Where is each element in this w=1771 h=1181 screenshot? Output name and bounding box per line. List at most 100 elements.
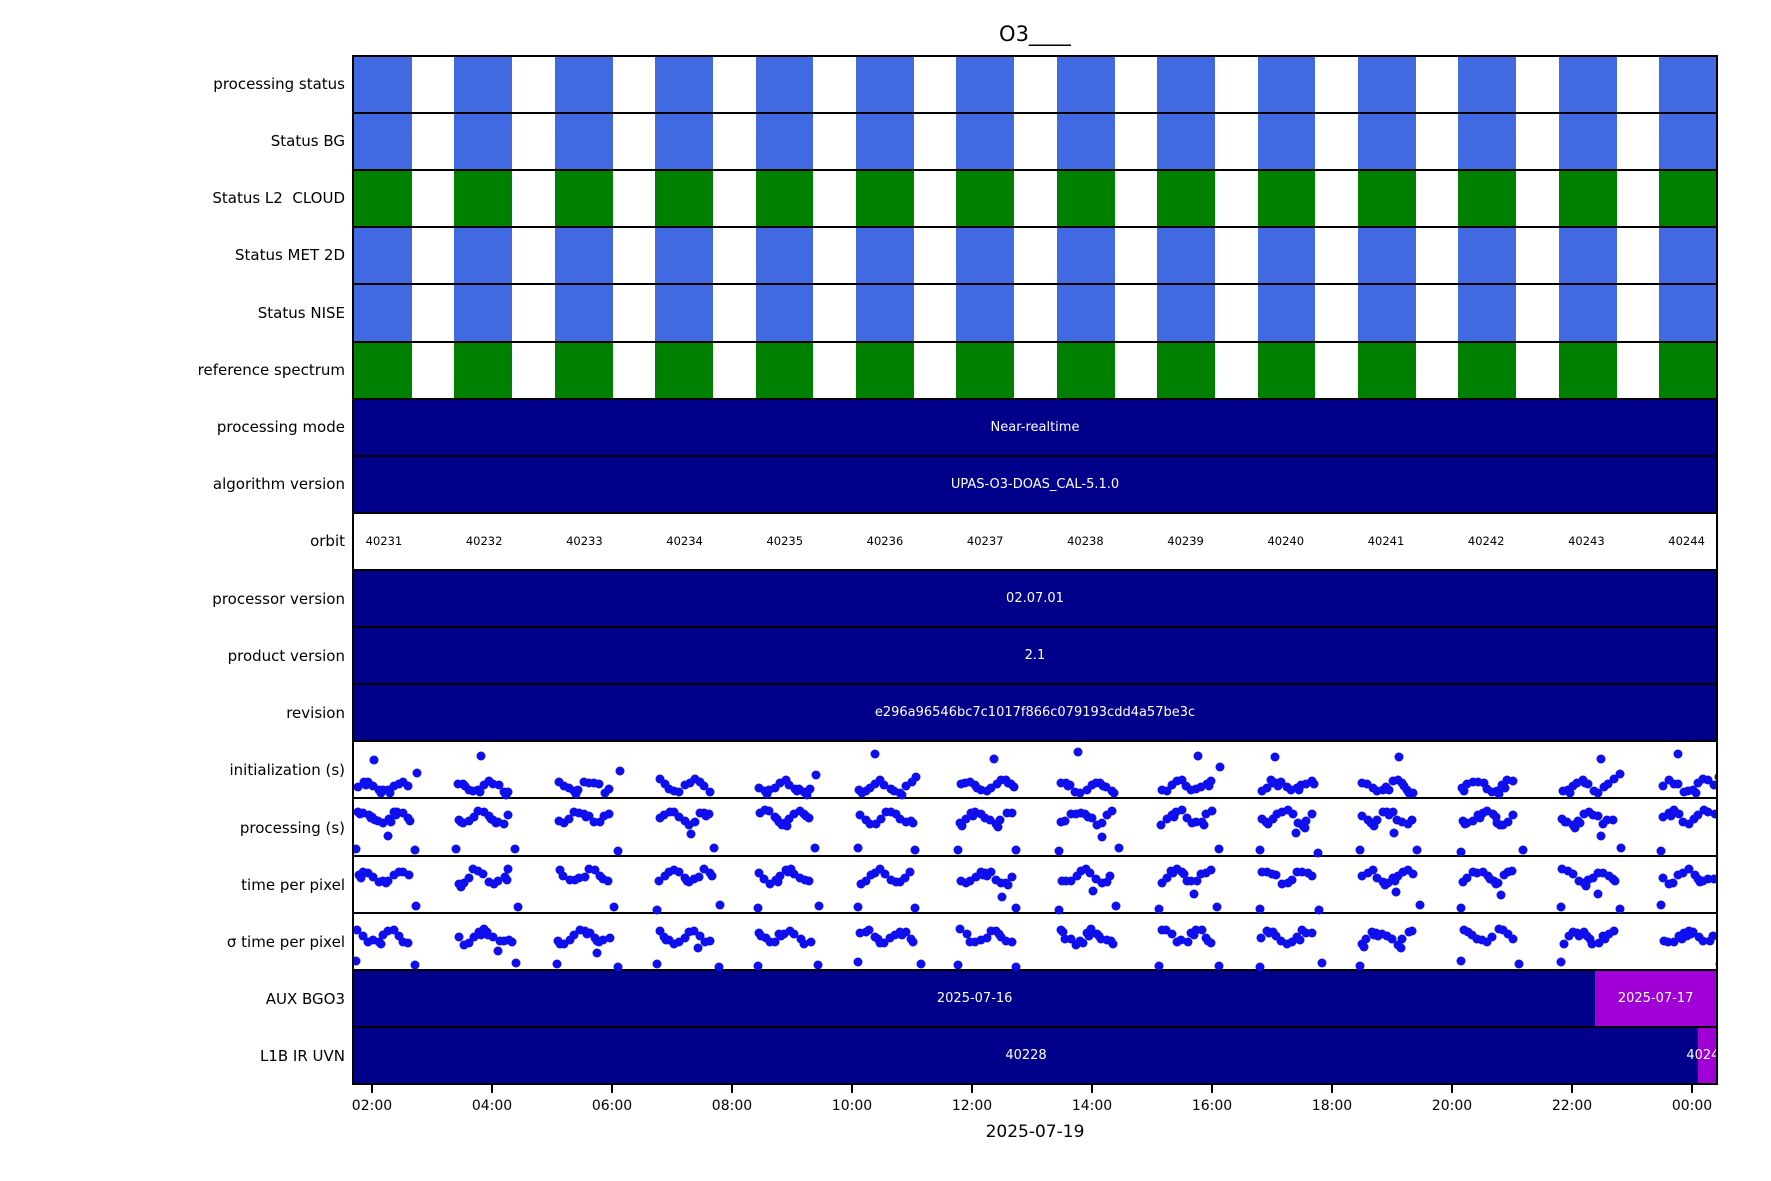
data-point: [1383, 878, 1393, 888]
data-point: [855, 810, 865, 820]
data-point: [1262, 783, 1272, 793]
data-point: [398, 867, 408, 877]
data-point: [1691, 788, 1701, 797]
data-point: [991, 875, 1001, 885]
data-point: [376, 939, 386, 949]
row-label: σ time per pixel: [226, 932, 345, 951]
data-point: [1085, 868, 1095, 878]
data-point: [910, 845, 920, 855]
data-point: [996, 932, 1006, 942]
data-point: [690, 817, 700, 827]
row-revision: e296a96546bc7c1017f866c079193cdd4a57be3c: [354, 685, 1716, 743]
status-block: [554, 228, 613, 284]
data-point: [493, 817, 503, 827]
row-value: e296a96546bc7c1017f866c079193cdd4a57be3c: [874, 705, 1196, 721]
data-point: [1272, 809, 1282, 819]
data-point: [584, 864, 594, 874]
data-point: [1355, 961, 1365, 971]
data-point: [1372, 873, 1382, 883]
data-point: [1487, 932, 1497, 942]
data-point: [1393, 871, 1403, 881]
status-block: [1257, 114, 1316, 170]
data-point: [1297, 867, 1307, 877]
data-point: [513, 902, 523, 912]
data-point: [970, 937, 980, 947]
data-point: [1007, 937, 1017, 947]
data-point: [1295, 935, 1305, 945]
row-status-l2-cloud: [354, 171, 1716, 229]
data-point: [865, 783, 875, 793]
row--time-per-pixel: [354, 914, 1716, 972]
data-point: [1075, 788, 1085, 798]
data-point: [965, 876, 975, 886]
data-point: [1563, 866, 1573, 876]
data-point: [1011, 962, 1021, 972]
data-point: [1189, 930, 1199, 940]
data-point: [1283, 878, 1293, 888]
data-point: [699, 781, 709, 791]
data-point: [709, 843, 719, 853]
data-point: [680, 816, 690, 826]
data-point: [569, 807, 579, 817]
data-point: [1058, 927, 1068, 937]
status-block: [554, 342, 613, 398]
data-point: [880, 869, 890, 879]
data-point: [1714, 772, 1716, 782]
x-tick-label: 06:00: [591, 1098, 633, 1114]
data-point: [411, 901, 421, 911]
data-point: [965, 777, 975, 787]
data-point: [765, 879, 775, 889]
row-product-version: 2.1: [354, 628, 1716, 686]
data-point: [1568, 781, 1578, 791]
data-point: [795, 873, 805, 883]
row-label: product version: [227, 646, 345, 665]
data-point: [1191, 817, 1201, 827]
row-label: processor version: [212, 589, 345, 608]
data-point: [1394, 752, 1404, 762]
data-point: [1362, 779, 1372, 789]
data-point: [1300, 823, 1310, 833]
status-block: [1659, 57, 1716, 113]
data-point: [1574, 876, 1584, 886]
status-block: [856, 57, 914, 113]
data-point: [1060, 816, 1070, 826]
data-point: [1357, 811, 1367, 820]
data-point: [714, 962, 724, 972]
data-point: [1372, 815, 1382, 825]
data-point: [1503, 867, 1513, 877]
data-point: [1196, 869, 1206, 879]
data-point: [982, 871, 992, 881]
data-point: [1572, 778, 1582, 788]
data-point: [1287, 875, 1297, 885]
data-point: [1456, 847, 1466, 857]
data-point: [804, 813, 814, 823]
data-point: [1588, 810, 1598, 820]
status-block: [956, 114, 1015, 170]
data-point: [356, 873, 366, 883]
data-point: [665, 807, 675, 817]
data-point: [554, 816, 564, 826]
data-point: [1500, 783, 1510, 793]
data-point: [961, 814, 971, 824]
data-point: [404, 870, 414, 880]
data-point: [1161, 925, 1171, 935]
data-point: [386, 817, 396, 827]
data-point: [759, 874, 769, 884]
data-point: [664, 867, 674, 877]
data-point: [1296, 780, 1306, 790]
status-block: [755, 342, 814, 398]
data-point: [1182, 876, 1192, 886]
data-point: [1177, 775, 1187, 785]
data-point: [870, 749, 880, 759]
data-point: [589, 817, 599, 827]
data-point: [1061, 876, 1071, 886]
orbit-number: 40237: [966, 534, 1004, 549]
data-point: [786, 864, 796, 874]
data-point: [1382, 931, 1392, 941]
data-point: [755, 808, 765, 818]
data-point: [754, 783, 764, 793]
status-block: [1157, 228, 1216, 284]
data-point: [1472, 868, 1482, 878]
data-point: [1498, 925, 1508, 935]
data-point: [1076, 808, 1086, 818]
